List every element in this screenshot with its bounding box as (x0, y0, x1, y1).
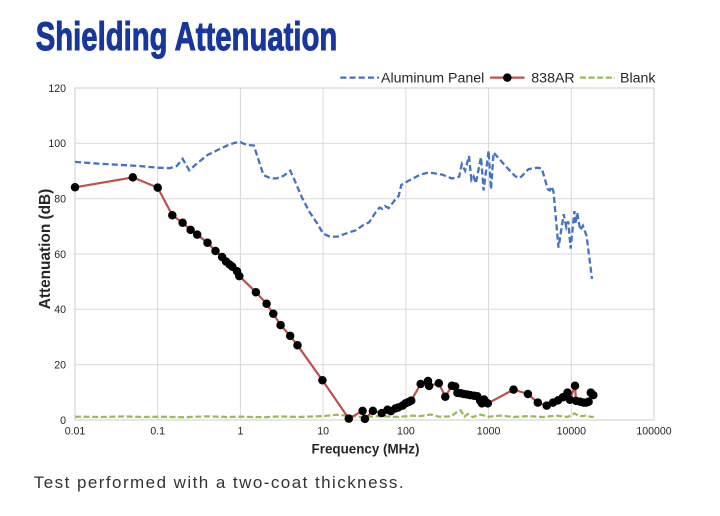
svg-text:100000: 100000 (636, 426, 671, 438)
svg-text:100: 100 (397, 426, 415, 438)
svg-text:10: 10 (317, 426, 329, 438)
svg-text:0.01: 0.01 (65, 426, 86, 438)
svg-text:1: 1 (237, 426, 243, 438)
svg-text:Shielding Attenuation: Shielding Attenuation (36, 16, 338, 59)
svg-text:0: 0 (60, 415, 66, 427)
svg-text:1000: 1000 (477, 426, 501, 438)
svg-text:Aluminum Panel: Aluminum Panel (381, 71, 484, 87)
svg-text:80: 80 (54, 194, 66, 206)
svg-text:20: 20 (54, 360, 66, 372)
svg-text:40: 40 (54, 304, 66, 316)
svg-text:60: 60 (54, 249, 66, 261)
svg-text:120: 120 (48, 83, 66, 95)
svg-text:10000: 10000 (557, 426, 587, 438)
svg-text:838AR: 838AR (531, 71, 574, 87)
svg-text:Blank: Blank (620, 71, 656, 87)
svg-text:Test performed with a two-coat: Test performed with a two-coat thickness… (34, 473, 405, 492)
svg-text:0.1: 0.1 (150, 426, 165, 438)
svg-text:Attenuation (dB): Attenuation (dB) (37, 189, 54, 310)
svg-text:Frequency (MHz): Frequency (MHz) (312, 442, 420, 457)
svg-text:100: 100 (48, 138, 66, 150)
